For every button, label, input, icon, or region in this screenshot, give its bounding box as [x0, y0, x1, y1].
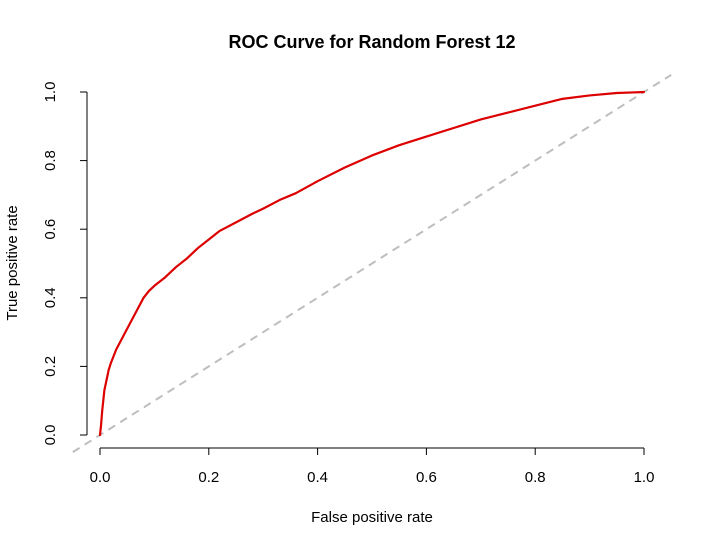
diagonal-reference-line [72, 74, 672, 453]
y-tick-label: 1.0 [42, 82, 59, 103]
roc-curve-line [98, 90, 646, 437]
x-tick-label: 0.6 [416, 469, 437, 486]
x-tick-label: 0.4 [307, 469, 328, 486]
y-tick-label: 0.4 [42, 287, 59, 308]
y-tick-label: 0.2 [42, 356, 59, 377]
y-axis-label: True positive rate [4, 205, 21, 320]
y-tick-label: 0.6 [42, 219, 59, 240]
x-tick-label: 0.2 [198, 469, 219, 486]
series-layer [72, 74, 672, 453]
x-tick-label: 1.0 [634, 469, 655, 486]
axes: 0.0 0.2 0.4 0.6 0.8 1.0 0.0 0.2 0.4 0.6 0.8 1.0 [42, 82, 654, 486]
chart-title: ROC Curve for Random Forest 12 [228, 32, 515, 52]
y-tick-label: 0.8 [42, 150, 59, 171]
y-tick-label: 0.0 [42, 425, 59, 446]
x-tick-label: 0.0 [90, 469, 111, 486]
x-tick-label: 0.8 [525, 469, 546, 486]
x-axis-label: False positive rate [311, 509, 433, 526]
